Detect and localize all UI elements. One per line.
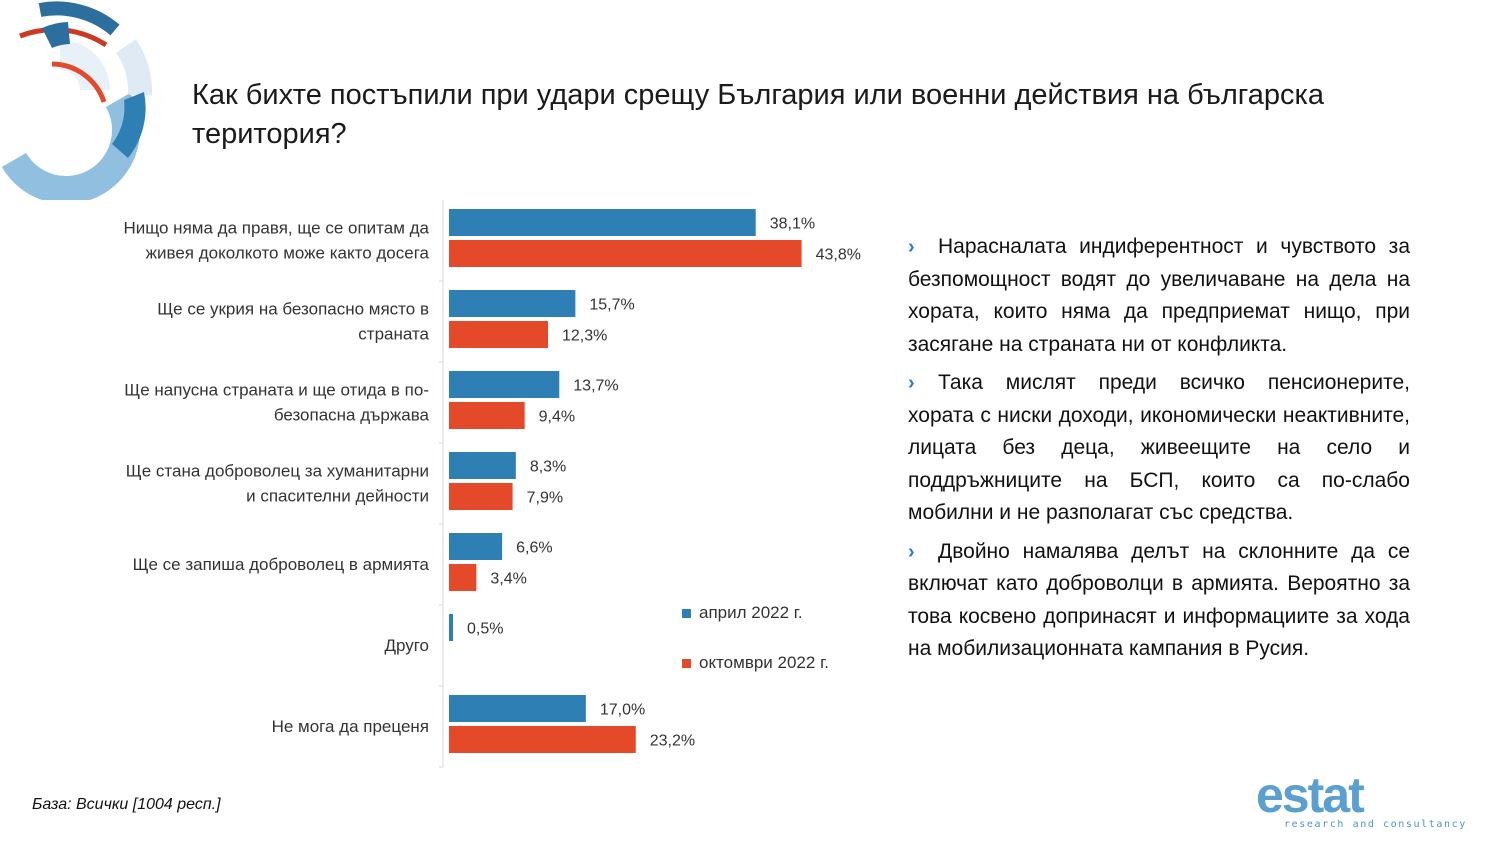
legend-item-april: април 2022 г. bbox=[682, 600, 829, 626]
category-label: Нищо няма да правя, ще се опитам да bbox=[123, 219, 429, 238]
bar-october bbox=[449, 402, 525, 429]
category-label: Ще се запиша доброволец в армията bbox=[133, 555, 430, 574]
legend-label-april: април 2022 г. bbox=[699, 603, 803, 622]
category-label: и спасителни дейности bbox=[246, 487, 429, 506]
bar-october bbox=[449, 240, 802, 267]
bullet-point: › Така мислят преди всичко пенсионерите, … bbox=[908, 367, 1410, 530]
bullet-point: › Нарасналата индиферентност и чувството … bbox=[908, 231, 1410, 361]
commentary-bullets: › Нарасналата индиферентност и чувството … bbox=[908, 231, 1410, 672]
bar-april bbox=[449, 695, 586, 722]
data-label: 23,2% bbox=[650, 733, 695, 750]
category-label: страната bbox=[358, 325, 429, 344]
category-label: Друго bbox=[384, 636, 429, 655]
data-label: 13,7% bbox=[573, 378, 618, 395]
logo-wordmark: estat bbox=[1256, 770, 1365, 820]
data-label: 6,6% bbox=[516, 540, 552, 557]
data-label: 0,5% bbox=[467, 621, 503, 638]
data-label: 17,0% bbox=[600, 702, 645, 719]
category-label: Ще напусна страната и ще отида в по- bbox=[124, 381, 429, 400]
bar-april bbox=[449, 290, 576, 317]
data-label: 15,7% bbox=[589, 297, 634, 314]
bar-october bbox=[449, 483, 513, 510]
data-label: 12,3% bbox=[562, 328, 607, 345]
base-note: База: Всички [1004 респ.] bbox=[32, 796, 221, 813]
data-label: 43,8% bbox=[816, 247, 861, 264]
legend-item-october: октомври 2022 г. bbox=[682, 650, 829, 676]
bar-october bbox=[449, 321, 549, 348]
bar-april bbox=[449, 209, 756, 236]
decorative-arc-logo bbox=[1, 1, 153, 200]
bar-april bbox=[449, 614, 454, 641]
chevron-right-icon: › bbox=[908, 372, 915, 394]
bar-chart: Нищо няма да правя, ще се опитам да живея… bbox=[123, 200, 861, 768]
category-label: Ще стана доброволец за хуманитарни bbox=[126, 462, 429, 481]
legend-swatch-october bbox=[682, 658, 691, 668]
chart-legend: април 2022 г. октомври 2022 г. bbox=[682, 600, 829, 700]
data-label: 9,4% bbox=[539, 409, 575, 426]
bullet-point: › Двойно намалява делът на склонните да с… bbox=[908, 536, 1410, 666]
bullet-text: Двойно намалява делът на склонните да се… bbox=[908, 539, 1410, 661]
data-label: 8,3% bbox=[530, 459, 566, 476]
chevron-right-icon: › bbox=[908, 540, 915, 563]
bar-october bbox=[449, 726, 636, 753]
category-label: Ще се укрия на безопасно място в bbox=[157, 300, 429, 319]
bar-april bbox=[449, 452, 516, 479]
bar-april bbox=[449, 371, 560, 398]
category-label: безопасна държава bbox=[274, 406, 430, 425]
legend-label-october: октомври 2022 г. bbox=[699, 653, 829, 672]
estat-logo: estat bbox=[1256, 770, 1367, 820]
bar-april bbox=[449, 533, 503, 560]
bullet-text: Нарасналата индиферентност и чувството з… bbox=[908, 235, 1410, 356]
data-label: 38,1% bbox=[770, 216, 815, 233]
data-label: 3,4% bbox=[490, 571, 526, 588]
legend-swatch-april bbox=[682, 608, 691, 618]
category-label: живея доколкото може както досега bbox=[146, 244, 430, 263]
chevron-right-icon: › bbox=[908, 236, 915, 258]
bullet-text: Така мислят преди всичко пенсионерите, х… bbox=[908, 371, 1410, 524]
logo-tagline: research and consultancy bbox=[1284, 819, 1467, 830]
bar-october bbox=[449, 564, 477, 591]
page-title: Как бихте постъпили при удари срещу Бълг… bbox=[192, 79, 1324, 150]
data-label: 7,9% bbox=[527, 490, 563, 507]
category-label: Не мога да преценя bbox=[272, 717, 429, 736]
